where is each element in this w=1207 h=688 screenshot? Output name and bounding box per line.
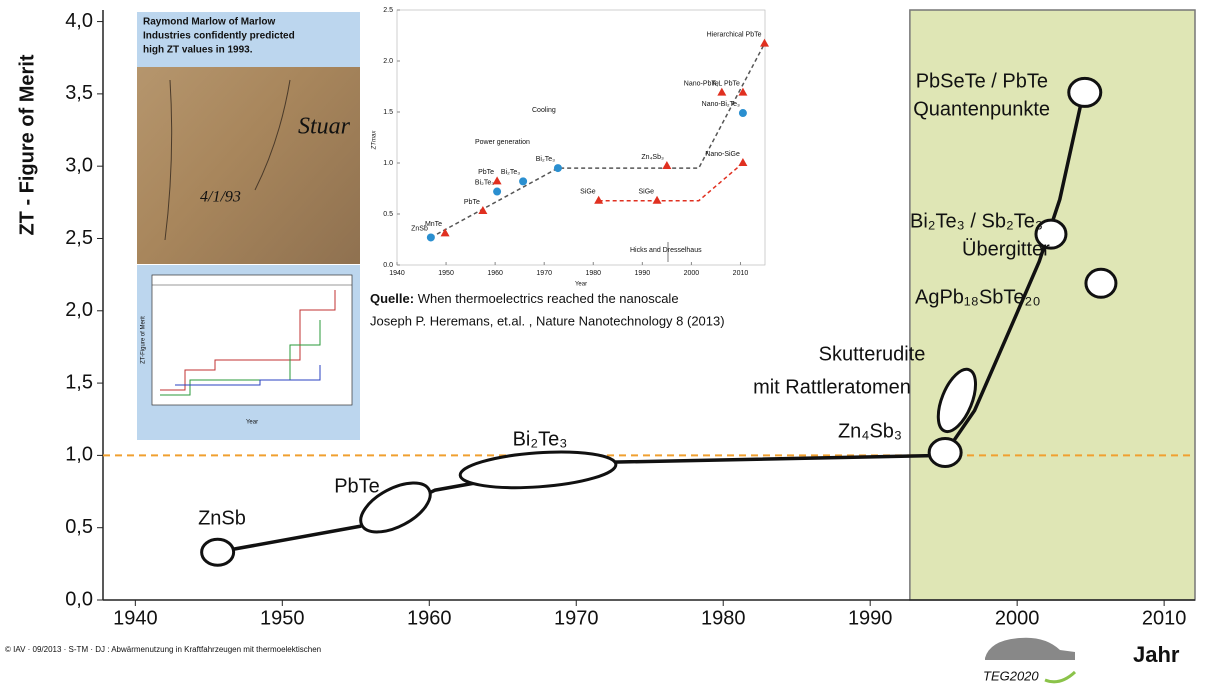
source-text: When thermoelectrics reached the nanosca… [414, 291, 678, 306]
inset-x-tick-label: 1970 [536, 270, 552, 277]
inset-point [493, 188, 501, 196]
x-tick-label: 1940 [113, 607, 158, 629]
x-tick-label: 2010 [1142, 607, 1187, 629]
inset-y-tick-label: 2.5 [383, 7, 393, 14]
page: {"chart_data": [ {"type": "line", "ylabe… [0, 0, 1207, 688]
logo-swoosh [1045, 672, 1075, 682]
y-tick-label: 3,5 [65, 82, 93, 104]
inset-point-label: Zn₄Sb₃ [641, 154, 664, 161]
x-tick-label: 1970 [554, 607, 599, 629]
inset-point-label: Bi₂Te₃ [536, 156, 555, 163]
handwriting: Stuar [298, 114, 351, 140]
inset-x-tick-label: 1950 [438, 270, 454, 277]
inset-point [739, 109, 747, 117]
inset-point-label: SiGe [580, 189, 596, 196]
material-ellipse [459, 447, 617, 492]
material-label: PbTe [334, 475, 380, 497]
logo: TEG2020 [983, 638, 1075, 684]
logo-text: TEG2020 [983, 668, 1039, 683]
y-tick-label: 3,0 [65, 154, 93, 176]
inset-y-tick-label: 0.0 [383, 262, 393, 269]
x-tick-label: 1990 [848, 607, 893, 629]
source: Quelle: When thermoelectrics reached the… [370, 291, 679, 306]
photo-caption: Raymond Marlow of Marlow [143, 17, 275, 28]
inset-point-label: Nano-Bi₂Te₃ [702, 101, 740, 108]
y-axis-label: ZT - Figure of Merit [16, 54, 38, 235]
handwriting: 4/1/93 [200, 189, 241, 206]
inset-x-tick-label: 2010 [733, 270, 749, 277]
logo-car [985, 638, 1075, 660]
y-tick-label: 4,0 [65, 10, 93, 32]
footer: © IAV · 09/2013 · S-TM · DJ : Abwärmenut… [5, 645, 321, 654]
material-label: Quantenpunkte [913, 98, 1050, 120]
inset-y-label: ZTmax [372, 130, 378, 151]
x-tick-label: 1980 [701, 607, 746, 629]
material-label: AgPb₁₈SbTe₂₀ [915, 286, 1041, 308]
material-label: PbSeTe / PbTe [916, 70, 1048, 92]
inset-point-label: PbTe [478, 169, 494, 176]
x-tick-label: 1950 [260, 607, 305, 629]
inset-x-tick-label: 1940 [389, 270, 405, 277]
y-tick-label: 2,5 [65, 227, 93, 249]
material-label: Skutterudite [819, 343, 926, 365]
inset-annotation: Power generation [475, 139, 530, 146]
mini-xlabel: Year [246, 420, 258, 426]
inset-point-label: Nano-SiGe [705, 151, 740, 158]
y-tick-label: 0,5 [65, 516, 93, 538]
inset-x-tick-label: 1980 [585, 270, 601, 277]
material-label: Bi₂Te₃ [513, 428, 568, 450]
inset-point-label: Bi₂Te₃ [475, 179, 494, 186]
y-tick-label: 0,0 [65, 588, 93, 610]
mini-ylabel: ZT-Figure of Merit [141, 316, 147, 364]
source-label: Quelle: [370, 291, 414, 306]
material-ellipse [1086, 269, 1116, 297]
inset-point-label: Bi₂Te₃ [501, 169, 520, 176]
photo-caption: Industries confidently predicted [143, 31, 295, 42]
material-label: mit Rattleratomen [753, 376, 911, 398]
material-ellipse [1069, 78, 1101, 106]
material-ellipse [202, 539, 234, 565]
inset-x-tick-label: 1990 [635, 270, 651, 277]
inset-annotation: Cooling [532, 107, 556, 114]
inset-point-label: SiGe [638, 189, 654, 196]
inset-point-label: MnTe [425, 221, 442, 228]
y-tick-label: 1,5 [65, 371, 93, 393]
inset-x-tick-label: 2000 [684, 270, 700, 277]
inset-x-label: Year [575, 282, 587, 288]
x-tick-label: 1960 [407, 607, 452, 629]
photo-caption: high ZT values in 1993. [143, 45, 253, 56]
slide: 0,0 0,5 1,0 1,5 2,0 2,5 3,0 3,5 4,0 1940 1950 1960 1… [0, 0, 1207, 688]
inset-y-tick-label: 1.0 [383, 160, 393, 167]
inset-annotation: Hicks and Dresselhaus [630, 247, 702, 254]
inset-chart: 0.0 0.5 1.0 1.5 2.0 2.5 1940 1950 1960 1970 1980 19… [360, 0, 780, 292]
material-label: Bi₂Te₃ / Sb₂Te₃ [910, 210, 1043, 232]
inset-point-label: Hierarchical PbTe [707, 32, 762, 39]
source-line2: Joseph P. Heremans, et.al. , Nature Nano… [370, 313, 725, 328]
inset-point-label: PbTe [464, 199, 480, 206]
x-axis-label: Jahr [1133, 642, 1180, 667]
y-tick-label: 1,0 [65, 444, 93, 466]
inset-y-tick-label: 0.5 [383, 211, 393, 218]
inset-x-tick-label: 1960 [487, 270, 503, 277]
x-tick-label: 2000 [995, 607, 1040, 629]
inset-y-tick-label: 1.5 [383, 109, 393, 116]
inset-point-label: K,L PbTe [712, 80, 740, 87]
material-label: Übergitter [962, 238, 1050, 260]
photo-inset: Raymond Marlow of Marlow Industries conf… [137, 12, 360, 440]
y-tick-label: 2,0 [65, 299, 93, 321]
inset-point [427, 233, 435, 241]
material-label: ZnSb [198, 507, 246, 529]
material-ellipse [929, 439, 961, 467]
inset-bg [360, 0, 780, 292]
inset-y-tick-label: 2.0 [383, 58, 393, 65]
material-label: Zn₄Sb₃ [838, 420, 902, 442]
inset-point [554, 164, 562, 172]
inset-point [519, 177, 527, 185]
